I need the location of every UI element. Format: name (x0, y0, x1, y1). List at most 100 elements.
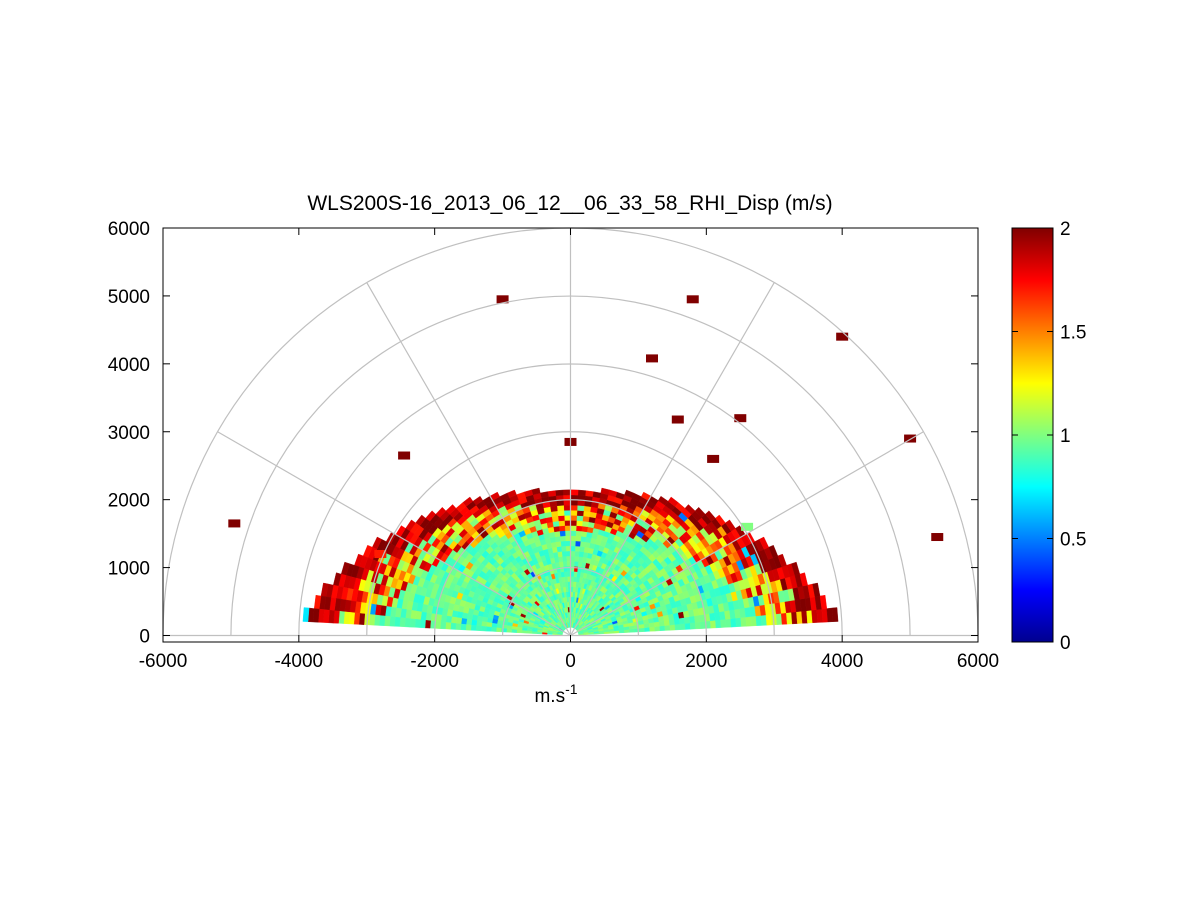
scan-cell (394, 616, 401, 627)
scan-cell (570, 504, 578, 511)
scan-cell (564, 530, 571, 537)
scan-cell (750, 615, 757, 627)
colorbar: 0 0.5 1 1.5 2 (1011, 219, 1086, 654)
scan-cell (563, 515, 571, 521)
scan-cell (573, 576, 577, 583)
scan-cell (570, 509, 578, 516)
scan-cell (740, 616, 747, 627)
scan-cell (578, 556, 584, 563)
data-cell (707, 454, 720, 463)
scan-cell (694, 621, 701, 630)
scan-cell (577, 499, 585, 507)
scan-cell (570, 499, 578, 506)
scan-cell (580, 530, 588, 538)
scan-cell (555, 489, 564, 496)
scan-cell (526, 630, 533, 634)
colorbar-tick-label: 0 (1060, 633, 1071, 654)
scan-cell (819, 594, 828, 610)
scan-cell (445, 622, 452, 630)
scan-cell (580, 535, 587, 543)
scan-cell (475, 625, 482, 632)
scan-cell (684, 504, 696, 515)
scan-cell (378, 615, 386, 626)
scan-cell (563, 499, 571, 506)
scan-cell (694, 507, 706, 518)
y-tick-label: 0 (139, 627, 150, 648)
y-tick-label: 5000 (108, 287, 150, 308)
scan-cell (667, 496, 679, 507)
scan-cell (657, 495, 669, 506)
data-cell (734, 414, 747, 423)
scan-cell (531, 631, 538, 634)
scan-cell (558, 520, 565, 527)
scan-cell (563, 509, 571, 516)
scan-cell (725, 618, 732, 628)
scan-cell (669, 624, 676, 631)
scan-cell (557, 510, 565, 517)
scan-cell (689, 622, 696, 630)
scan-cell (576, 520, 583, 527)
scan-cell (565, 535, 571, 542)
scan-cell (577, 489, 586, 496)
scan-cell (755, 615, 763, 626)
scan-cell (576, 510, 584, 517)
scan-cell (404, 617, 411, 628)
polar-spoke (570, 431, 924, 637)
x-tick-label: -2000 (410, 651, 459, 672)
scan-cell (561, 550, 567, 557)
scan-cell (570, 520, 577, 526)
scan-cell (557, 515, 565, 522)
scan-cell (570, 545, 576, 552)
scan-cell (556, 505, 565, 512)
scan-cell (654, 625, 661, 632)
scan-cell (576, 515, 584, 522)
polar-spoke (217, 431, 571, 637)
scan-cell (720, 618, 727, 628)
y-tick-label: 2000 (108, 491, 150, 512)
scan-cell (455, 623, 462, 630)
scan-cell (521, 630, 528, 634)
data-cell (931, 533, 944, 542)
scan-cell (559, 530, 566, 537)
y-tick-label: 3000 (108, 423, 150, 444)
scan-cell (570, 555, 575, 562)
scan-cell (536, 631, 543, 635)
data-cell (228, 519, 241, 528)
axis-ticks: -6000 -4000 -2000 0 2000 4000 6000 0 1000 2000 300… (108, 219, 999, 672)
scan-cell (579, 541, 586, 548)
polar-spoke (569, 282, 775, 636)
scan-cell (664, 624, 671, 631)
scan-cell (674, 623, 681, 631)
scan-cell (765, 614, 773, 626)
scan-cell (495, 627, 502, 633)
scan-cell (506, 628, 512, 633)
scan-cell (424, 620, 431, 629)
colorbar-tick-label: 2 (1060, 219, 1071, 240)
scan-cell (791, 561, 801, 576)
data-cell (374, 550, 387, 558)
data-layer (228, 295, 944, 636)
scan-cell (465, 618, 473, 626)
scan-cell (399, 617, 406, 628)
scan-cell (547, 490, 557, 497)
scan-cell (434, 621, 442, 629)
scan-cell (409, 618, 416, 628)
scan-cell (445, 615, 453, 624)
y-tick-label: 1000 (108, 559, 150, 580)
scan-cell (572, 581, 577, 588)
scan-cell (470, 619, 478, 626)
data-cell (741, 522, 754, 531)
scan-cell (582, 510, 591, 518)
scan-cell (570, 525, 577, 531)
scan-cell (565, 545, 571, 552)
scan-cell (470, 624, 477, 631)
scan-cell (649, 626, 656, 632)
scan-cell (659, 625, 666, 632)
scan-cell (684, 622, 691, 630)
data-cell (836, 332, 849, 341)
scan-cell (574, 545, 581, 552)
scan-cell (570, 535, 576, 542)
scan-cell (563, 504, 571, 511)
scan-cell (511, 629, 518, 633)
scan-cell (574, 540, 581, 547)
